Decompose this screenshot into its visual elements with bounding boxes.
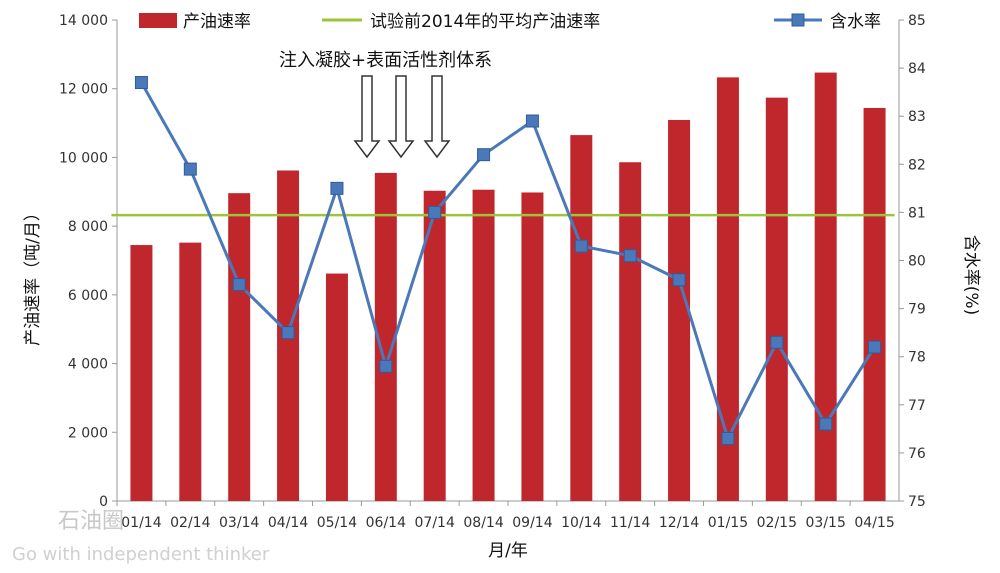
y-axis-title: 产油速率（吨/月） bbox=[23, 204, 43, 346]
x-tick-label: 09/14 bbox=[512, 515, 552, 531]
water-cut-point bbox=[379, 359, 393, 373]
y2-tick-label: 79 bbox=[908, 302, 926, 318]
y-tick-label: 2 000 bbox=[68, 425, 108, 441]
x-axis-title: 月/年 bbox=[488, 541, 528, 561]
y2-tick-label: 77 bbox=[908, 398, 926, 414]
x-tick-label: 07/14 bbox=[415, 515, 455, 531]
annotation-arrow bbox=[353, 75, 381, 159]
water-cut-point bbox=[477, 148, 491, 162]
bar bbox=[325, 273, 348, 501]
water-cut-point bbox=[428, 205, 442, 219]
y2-tick-label: 76 bbox=[908, 446, 926, 462]
bar bbox=[374, 172, 397, 501]
bar bbox=[179, 242, 202, 502]
y2-tick-label: 80 bbox=[908, 254, 926, 270]
y2-tick-label: 84 bbox=[908, 61, 926, 77]
y-tick-label: 0 bbox=[99, 494, 108, 510]
legend-label-oil-rate: 产油速率 bbox=[183, 12, 251, 32]
bar bbox=[863, 107, 886, 501]
water-cut-point bbox=[721, 431, 735, 445]
water-cut-point bbox=[574, 239, 588, 253]
legend-label-water-cut: 含水率 bbox=[830, 12, 881, 32]
annotation-text: 注入凝胶+表面活性剂体系 bbox=[279, 50, 492, 71]
y2-tick-label: 83 bbox=[908, 109, 926, 125]
water-cut-point bbox=[183, 162, 197, 176]
y2-axis-title: 含水率(%) bbox=[961, 235, 981, 315]
y2-tick-label: 81 bbox=[908, 205, 926, 221]
water-cut-line bbox=[140, 81, 876, 440]
x-tick-label: 01/15 bbox=[708, 515, 748, 531]
x-tick-label: 05/14 bbox=[317, 515, 357, 531]
legend-swatch-oil-rate bbox=[139, 13, 177, 28]
x-tick-label: 06/14 bbox=[366, 515, 406, 531]
legend: 产油速率 试验前2014年的平均产油速率 含水率 bbox=[139, 12, 881, 32]
y-tick-label: 4 000 bbox=[68, 357, 108, 373]
legend-label-average: 试验前2014年的平均产油速率 bbox=[370, 12, 600, 32]
bar bbox=[521, 192, 544, 502]
bar bbox=[765, 97, 788, 501]
bar bbox=[472, 189, 495, 501]
water-cut-point bbox=[525, 114, 539, 128]
water-cut-point bbox=[134, 76, 148, 90]
water-cut-point bbox=[623, 249, 637, 263]
bar bbox=[130, 245, 153, 501]
annotation-arrow bbox=[423, 75, 451, 159]
bar bbox=[570, 135, 593, 501]
bar bbox=[423, 190, 446, 501]
y2-tick-label: 82 bbox=[908, 157, 926, 173]
y2-tick-label: 78 bbox=[908, 350, 926, 366]
y-tick-label: 8 000 bbox=[68, 219, 108, 235]
water-cut-point bbox=[232, 278, 246, 292]
x-tick-label: 04/15 bbox=[854, 515, 894, 531]
x-tick-label: 11/14 bbox=[610, 515, 650, 531]
annotation-arrow bbox=[387, 75, 415, 159]
x-tick-label: 03/15 bbox=[806, 515, 846, 531]
water-cut-point bbox=[330, 181, 344, 195]
x-tick-label: 04/14 bbox=[268, 515, 308, 531]
annotation-arrows bbox=[353, 75, 451, 159]
x-tick-label: 02/15 bbox=[757, 515, 797, 531]
y2-tick-label: 85 bbox=[908, 13, 926, 29]
watermark-subtext: Go with independent thinker bbox=[12, 544, 270, 565]
water-cut-point bbox=[868, 340, 882, 354]
x-tick-label: 12/14 bbox=[659, 515, 699, 531]
x-tick-label: 08/14 bbox=[463, 515, 503, 531]
bar bbox=[228, 193, 251, 501]
x-tick-label: 02/14 bbox=[170, 515, 210, 531]
y-tick-label: 12 000 bbox=[59, 82, 108, 98]
bar bbox=[716, 77, 739, 501]
y2-tick-label: 75 bbox=[908, 494, 926, 510]
bar-series bbox=[130, 72, 886, 502]
y-tick-label: 6 000 bbox=[68, 288, 108, 304]
legend-swatch-water-cut-marker bbox=[791, 13, 805, 27]
x-tick-label: 01/14 bbox=[121, 515, 161, 531]
watermark-text: 石油圈 bbox=[58, 509, 124, 534]
y-tick-label: 10 000 bbox=[59, 150, 108, 166]
water-cut-point bbox=[770, 335, 784, 349]
bar bbox=[814, 72, 837, 501]
tick-labels: 0 2 000 4 000 6 000 8 000 10 000 12 000 14 000 7… bbox=[59, 13, 926, 531]
x-tick-label: 03/14 bbox=[219, 515, 259, 531]
water-cut-point bbox=[672, 273, 686, 287]
water-cut-series bbox=[134, 76, 882, 445]
water-cut-point bbox=[281, 326, 295, 340]
y-tick-label: 14 000 bbox=[59, 13, 108, 29]
bar bbox=[668, 119, 691, 502]
water-cut-point bbox=[819, 417, 833, 431]
x-tick-label: 10/14 bbox=[561, 515, 601, 531]
bar bbox=[619, 162, 642, 501]
